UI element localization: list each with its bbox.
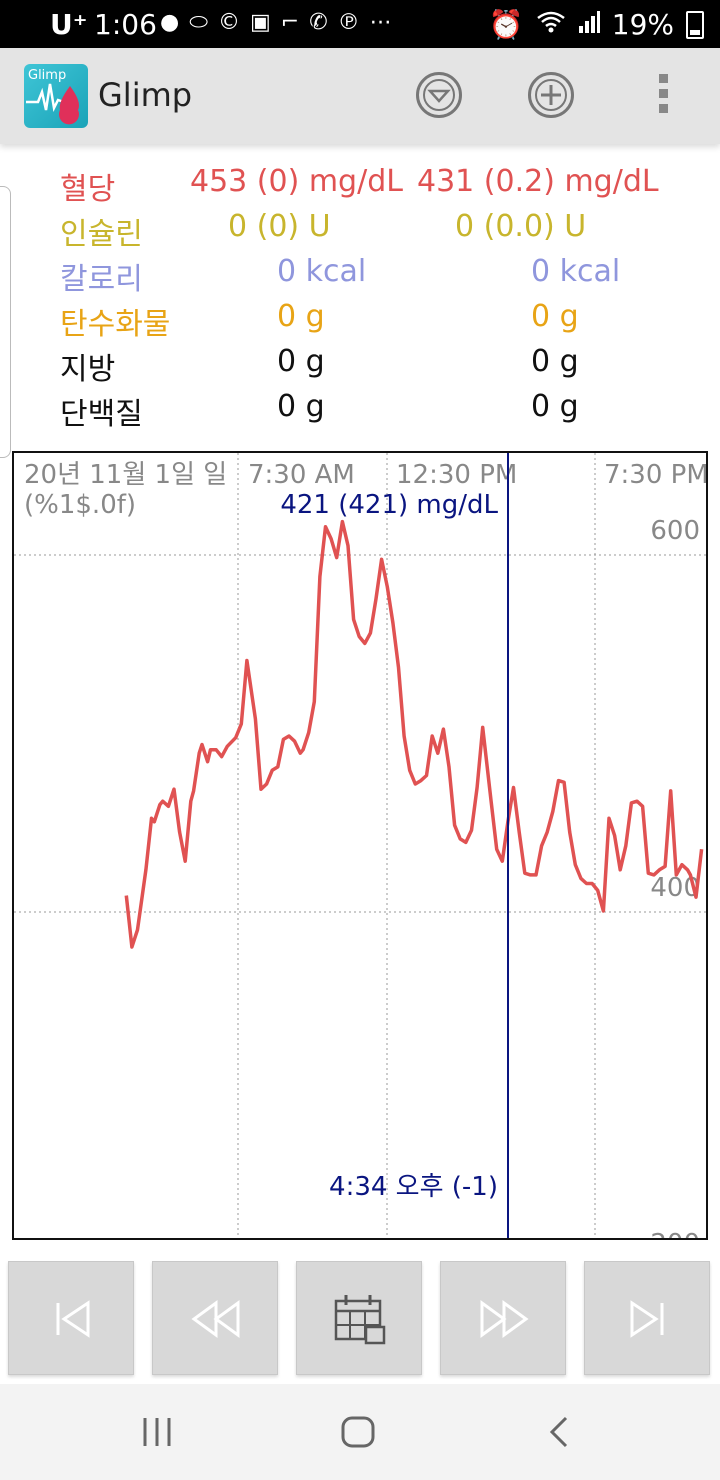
calendar-icon	[334, 1295, 386, 1345]
cursor-value-label: 421 (421) mg/dL	[280, 490, 498, 520]
skip-first-icon	[56, 1300, 90, 1338]
summary-value-2: 0 (0.0) U	[455, 209, 587, 244]
summary-value-2: 0 g	[531, 344, 579, 379]
pinterest-icon: ℗	[337, 10, 370, 35]
app-icon: ▣	[250, 10, 281, 35]
rewind-icon	[191, 1300, 240, 1338]
pill-icon: ⬭	[189, 10, 218, 35]
summary-label: 지방	[60, 352, 116, 387]
summary-row-insulin: 인슐린 0 (0) U 0 (0.0) U	[0, 209, 720, 253]
drawer-handle[interactable]	[0, 186, 11, 458]
talk-icon: ●	[160, 10, 190, 35]
skip-first-button[interactable]	[8, 1261, 134, 1375]
status-bar: U⁺ 1:06 ●⬭©▣⌐✆℗⋯ ⏰ 19%	[0, 0, 720, 48]
summary-row-protein: 단백질 0 g 0 g	[0, 389, 720, 433]
summary-value-2: 0 kcal	[531, 254, 621, 289]
phone-icon: ✆	[309, 10, 338, 35]
summary-value-2: 431 (0.2) mg/dL	[417, 164, 659, 199]
chart-format-label: (%1$.0f)	[24, 490, 136, 520]
notification-icons: ●⬭©▣⌐✆℗⋯	[160, 10, 402, 35]
cursor-time-label: 4:34 오후 (-1)	[329, 1172, 498, 1202]
more-icon: ⋯	[369, 10, 402, 35]
fast-forward-button[interactable]	[440, 1261, 566, 1375]
fast-forward-icon	[480, 1300, 529, 1338]
y-tick-label: 200	[650, 1229, 700, 1240]
app-bar: Glimp Glimp	[0, 48, 720, 144]
summary-value-1: 0 kcal	[277, 254, 367, 289]
calendar-button[interactable]	[296, 1261, 422, 1375]
summary-label: 단백질	[60, 397, 143, 432]
minus-icon: ⌐	[280, 10, 310, 35]
summary-value-2: 0 g	[531, 299, 579, 334]
summary-label: 탄수화물	[60, 307, 171, 342]
summary-label: 혈당	[60, 172, 116, 207]
rewind-button[interactable]	[152, 1261, 278, 1375]
summary-row-fat: 지방 0 g 0 g	[0, 344, 720, 388]
glucose-chart-svg: 20년 11월 1일 일 (%1$.0f) 7:30 AM 12:30 PM 7…	[14, 453, 708, 1240]
home-icon[interactable]	[338, 1412, 378, 1452]
summary-value-2: 0 g	[531, 389, 579, 424]
wifi-icon	[536, 8, 566, 41]
dropdown-circle-icon[interactable]	[416, 72, 462, 118]
status-right: ⏰ 19%	[489, 8, 704, 41]
carrier-label: U⁺	[50, 8, 88, 41]
summary-label: 인슐린	[60, 217, 143, 252]
summary-value-1: 0 g	[277, 389, 325, 424]
add-circle-icon[interactable]	[528, 72, 574, 118]
summary-row-calories: 칼로리 0 kcal 0 kcal	[0, 254, 720, 298]
time-tick-label: 7:30 AM	[248, 460, 355, 490]
time-tick-label: 7:30 PM	[604, 460, 708, 490]
glucose-series-line	[124, 519, 704, 949]
summary-value-1: 453 (0) mg/dL	[190, 164, 403, 199]
c-icon: ©	[218, 10, 250, 35]
summary-value-1: 0 g	[277, 344, 325, 379]
battery-percent: 19%	[611, 8, 674, 41]
summary-label: 칼로리	[60, 262, 143, 297]
app-icon-label: Glimp	[28, 68, 67, 83]
summary-row-glucose: 혈당 453 (0) mg/dL 431 (0.2) mg/dL	[0, 164, 720, 208]
system-nav-bar	[0, 1384, 720, 1480]
summary-value-1: 0 g	[277, 299, 325, 334]
app-title: Glimp	[98, 76, 193, 114]
skip-last-icon	[630, 1300, 664, 1338]
status-time: 1:06	[94, 8, 157, 41]
summary-value-1: 0 (0) U	[228, 209, 331, 244]
y-tick-label: 600	[650, 516, 700, 546]
glimp-logo-icon: Glimp	[24, 64, 88, 128]
signal-icon	[578, 8, 600, 41]
alarm-icon: ⏰	[488, 8, 524, 41]
overflow-menu-icon[interactable]	[656, 74, 670, 120]
battery-icon	[686, 10, 704, 39]
glucose-chart[interactable]: 20년 11월 1일 일 (%1$.0f) 7:30 AM 12:30 PM 7…	[12, 451, 708, 1240]
chart-date-label: 20년 11월 1일 일	[24, 460, 227, 490]
time-tick-label: 12:30 PM	[396, 460, 517, 490]
recents-icon[interactable]	[137, 1412, 177, 1452]
skip-last-button[interactable]	[584, 1261, 710, 1375]
summary-row-carbs: 탄수화물 0 g 0 g	[0, 299, 720, 343]
back-icon[interactable]	[540, 1412, 580, 1452]
